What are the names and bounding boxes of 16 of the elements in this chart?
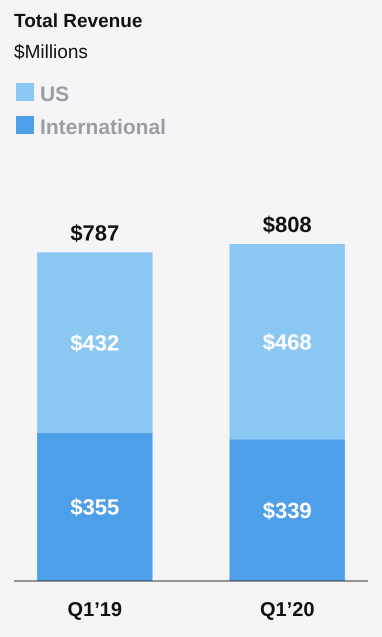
total-label: $808 <box>262 212 312 237</box>
bar <box>37 252 153 433</box>
data-label: $339 <box>262 498 312 523</box>
data-label: $468 <box>262 329 312 354</box>
x-tick-label: Q1’19 <box>68 599 122 621</box>
bar <box>229 439 345 581</box>
legend-label: US <box>40 83 70 106</box>
x-tick-label: Q1’20 <box>260 599 314 621</box>
legend-label: International <box>40 116 166 139</box>
chart-title: Total Revenue <box>14 11 142 32</box>
bar <box>229 244 345 440</box>
chart-subtitle: $Millions <box>14 42 88 63</box>
total-label: $787 <box>70 220 120 246</box>
bar <box>37 432 153 581</box>
data-label: $432 <box>70 330 120 356</box>
data-label: $355 <box>70 494 120 520</box>
